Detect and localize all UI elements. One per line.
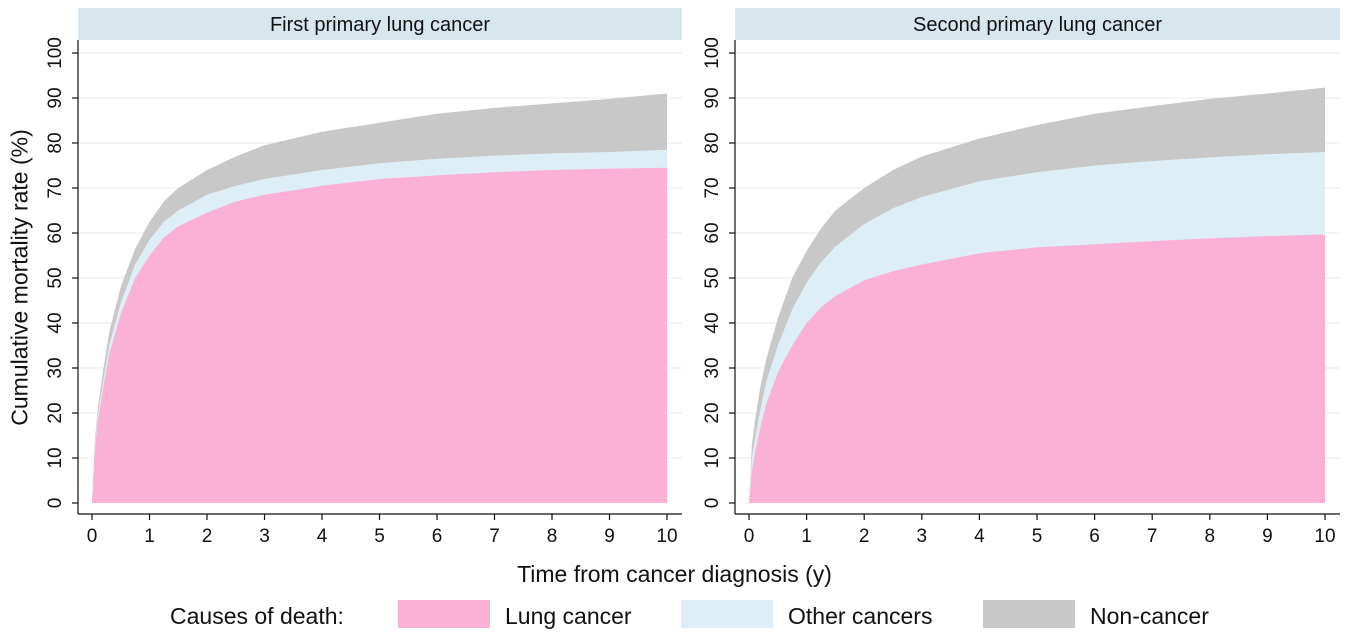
- x-tick-label: 3: [259, 526, 270, 547]
- x-tick-label: 4: [974, 526, 985, 547]
- x-tick-label: 3: [917, 526, 928, 547]
- y-tick-label: 20: [702, 402, 723, 423]
- panel-strip: [735, 8, 1340, 40]
- y-tick-label: 70: [702, 177, 723, 198]
- panel-strip: [78, 8, 682, 40]
- y-tick-label: 90: [702, 87, 723, 108]
- y-tick-label: 30: [45, 357, 66, 378]
- x-tick-label: 5: [374, 526, 385, 547]
- x-tick-label: 4: [317, 526, 328, 547]
- panel-1: First primary lung cancer010203040506070…: [45, 8, 682, 547]
- y-tick-label: 30: [702, 357, 723, 378]
- y-tick-label: 10: [702, 447, 723, 468]
- legend-swatch-lung-cancer: [398, 600, 490, 628]
- x-tick-label: 9: [604, 526, 615, 547]
- x-axis-title: Time from cancer diagnosis (y): [517, 561, 832, 587]
- panel-2: Second primary lung cancer01020304050607…: [702, 8, 1340, 547]
- x-tick-label: 8: [547, 526, 558, 547]
- y-tick-label: 80: [702, 132, 723, 153]
- x-tick-label: 1: [801, 526, 812, 547]
- legend-label-lung-cancer: Lung cancer: [505, 603, 632, 629]
- x-tick-label: 6: [432, 526, 443, 547]
- legend-label-other-cancers: Other cancers: [788, 603, 933, 629]
- y-tick-label: 0: [702, 498, 723, 509]
- x-tick-label: 2: [859, 526, 870, 547]
- y-tick-label: 60: [45, 222, 66, 243]
- y-tick-label: 70: [45, 177, 66, 198]
- y-tick-label: 100: [702, 37, 723, 69]
- chart-svg: First primary lung cancer010203040506070…: [45, 8, 1340, 547]
- y-tick-label: 40: [45, 312, 66, 333]
- y-tick-label: 90: [45, 87, 66, 108]
- legend-swatch-non-cancer: [983, 600, 1075, 628]
- x-tick-label: 0: [87, 526, 98, 547]
- x-tick-label: 10: [656, 526, 677, 547]
- y-tick-label: 60: [702, 222, 723, 243]
- x-tick-label: 10: [1314, 526, 1335, 547]
- y-tick-label: 50: [45, 267, 66, 288]
- x-tick-label: 6: [1089, 526, 1100, 547]
- y-tick-label: 50: [702, 267, 723, 288]
- legend-label-non-cancer: Non-cancer: [1090, 603, 1209, 629]
- x-tick-label: 0: [744, 526, 755, 547]
- y-tick-label: 0: [45, 498, 66, 509]
- panel-title: Second primary lung cancer: [913, 14, 1162, 36]
- x-tick-label: 2: [202, 526, 213, 547]
- y-tick-label: 10: [45, 447, 66, 468]
- legend: Causes of death: Lung cancer Other cance…: [0, 598, 1349, 632]
- y-tick-label: 100: [45, 37, 66, 69]
- y-tick-label: 20: [45, 402, 66, 423]
- x-tick-label: 8: [1205, 526, 1216, 547]
- x-tick-label: 9: [1262, 526, 1273, 547]
- panel-title: First primary lung cancer: [270, 14, 490, 36]
- legend-title: Causes of death:: [170, 603, 344, 629]
- area-lung-cancer: [92, 167, 667, 503]
- legend-swatch-other-cancers: [681, 600, 773, 628]
- y-tick-label: 80: [45, 132, 66, 153]
- x-tick-label: 7: [489, 526, 500, 547]
- area-lung-cancer: [749, 234, 1325, 503]
- x-tick-label: 7: [1147, 526, 1158, 547]
- y-tick-label: 40: [702, 312, 723, 333]
- x-tick-label: 1: [144, 526, 155, 547]
- x-tick-label: 5: [1032, 526, 1043, 547]
- y-axis-title: Cumulative mortality rate (%): [6, 129, 33, 426]
